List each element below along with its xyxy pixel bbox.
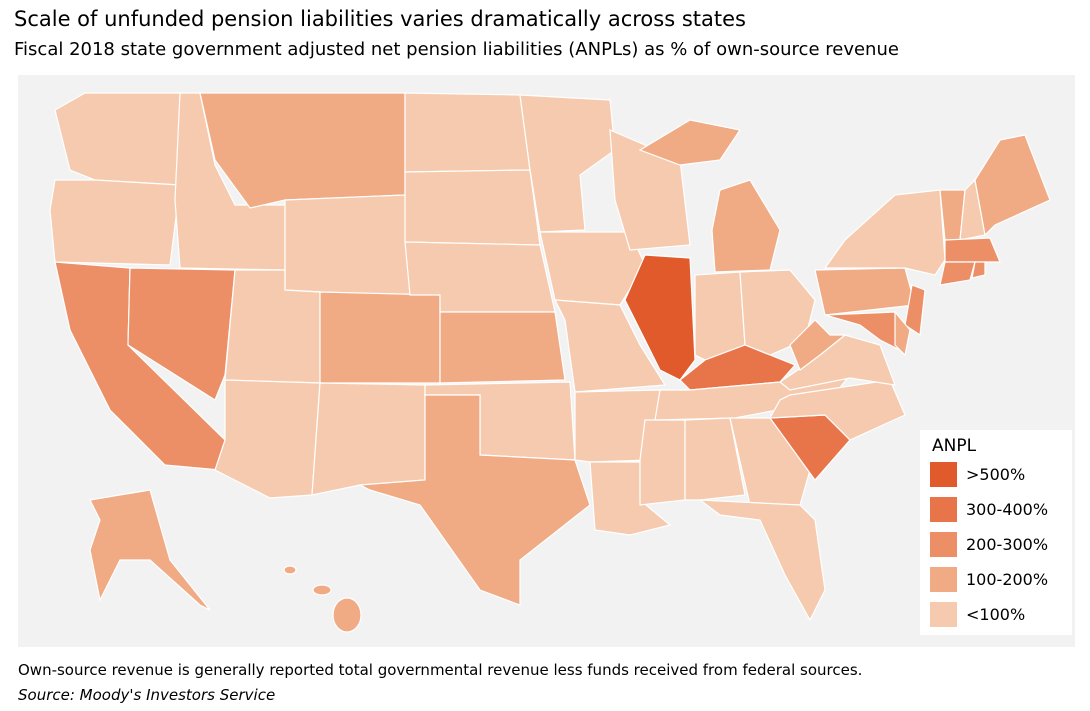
state (319, 291, 441, 384)
state (89, 489, 211, 611)
state (283, 565, 297, 575)
state (312, 584, 332, 596)
state (894, 310, 911, 357)
legend-label: 300-400% (966, 500, 1048, 519)
states (49, 92, 1051, 633)
legend-swatch (930, 567, 957, 592)
footnote: Own-source revenue is generally reported… (18, 661, 862, 679)
state (553, 299, 667, 393)
state (789, 319, 847, 371)
state (824, 311, 901, 352)
state (127, 267, 236, 401)
state (638, 119, 741, 166)
legend-title: ANPL (932, 436, 977, 456)
legend: >500% 300-400% 200-300% 100-200% <100% (930, 462, 1048, 627)
state (729, 417, 811, 506)
state (54, 92, 181, 186)
legend-swatch (930, 532, 957, 557)
legend-label: >500% (966, 465, 1025, 484)
state (939, 261, 976, 286)
legend-swatch (930, 497, 957, 522)
source: Source: Moody's Investors Service (18, 686, 275, 704)
state (404, 92, 531, 173)
state (49, 179, 181, 266)
legend-swatch (930, 602, 957, 627)
state (284, 194, 411, 296)
legend-label: <100% (966, 605, 1025, 624)
legend-swatch (930, 462, 957, 487)
state (519, 94, 616, 233)
state (332, 597, 362, 633)
state (944, 237, 1001, 263)
title: Scale of unfunded pension liabilities va… (14, 7, 746, 31)
state (639, 419, 686, 506)
state (974, 134, 1051, 237)
state (311, 382, 426, 496)
state (823, 189, 946, 276)
state (768, 379, 906, 441)
legend-label: 100-200% (966, 570, 1048, 589)
state (357, 394, 591, 606)
state (574, 389, 661, 463)
state (698, 499, 826, 622)
state (971, 261, 986, 279)
subtitle: Fiscal 2018 state government adjusted ne… (14, 39, 899, 60)
legend-label: 200-300% (966, 535, 1048, 554)
state (684, 417, 746, 501)
state (904, 284, 926, 337)
state (694, 271, 746, 361)
state (439, 311, 566, 384)
state (404, 169, 541, 246)
state (711, 179, 781, 273)
